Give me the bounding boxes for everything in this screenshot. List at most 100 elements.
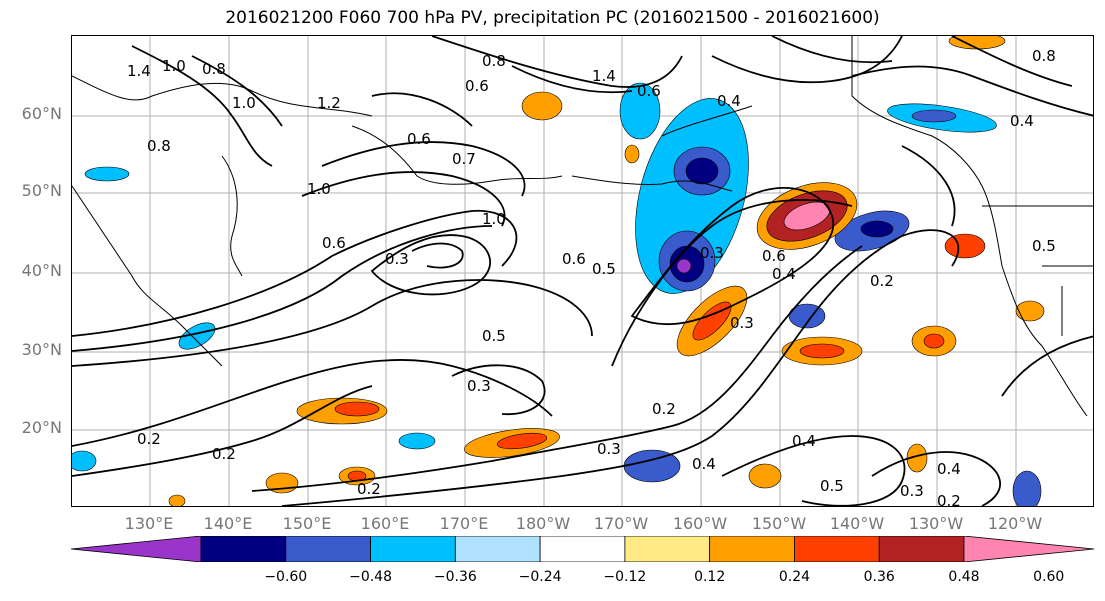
contour-label: 0.3 [900,482,924,500]
contour-label: 1.0 [307,180,331,198]
colorbar-tick-label: 0.36 [863,569,895,585]
precip-blob-neg [1012,470,1042,506]
contour-label: 0.7 [452,150,476,168]
colorbar-tick-label: −0.24 [518,569,562,585]
precip-blob-pos [521,91,563,121]
precip-blob-neg [860,220,894,238]
contour-label: 0.2 [137,430,161,448]
coastlines [72,36,1093,417]
colorbar-tick-label: −0.12 [603,569,647,585]
contour-label: 1.0 [482,210,506,228]
precip-blob-pos [799,343,845,359]
colorbar-cell [285,536,371,562]
lon-label: 150°W [751,514,807,533]
contour-label: 1.4 [592,67,616,85]
map-title: 2016021200 F060 700 hPa PV, precipitatio… [225,8,880,28]
contour-label: 0.2 [212,445,236,463]
contour-label: 0.8 [482,52,506,70]
precip-blob-neg [685,157,719,185]
colorbar-cell [878,536,965,562]
colorbar-tick-label: −0.36 [433,569,477,585]
contour-label: 0.6 [407,130,431,148]
lon-label: 160°E [360,514,410,533]
contour-label: 0.3 [467,377,491,395]
colorbar-cell [200,536,287,562]
contour-label: 0.4 [692,455,716,473]
contour-label: 0.8 [202,60,226,78]
contour-label: 0.2 [937,492,961,507]
lat-label: 40°N [21,261,62,280]
contour-label: 0.4 [772,265,796,283]
lat-label: 50°N [21,181,62,200]
lon-label: 130°W [908,514,964,533]
precip-blob-pos [334,401,380,417]
colorbar-tick-label: 0.60 [1033,569,1065,585]
lon-label: 120°W [987,514,1043,533]
contour-label: 0.6 [465,77,489,95]
contour-label: 0.4 [717,92,741,110]
precipitation-shading [72,36,1045,506]
colorbar-tick-label: −0.60 [264,569,308,585]
contour-label: 0.6 [637,82,661,100]
lon-label: 140°W [829,514,885,533]
precip-blob-neg [72,450,97,472]
contour-label: 0.2 [652,400,676,418]
contour-label: 0.8 [1032,47,1056,65]
lon-label: 130°E [124,514,174,533]
contour-label: 0.2 [870,272,894,290]
precip-blob-neg [178,322,216,350]
contour-label: 0.4 [1010,112,1034,130]
contour-label: 0.4 [792,432,816,450]
contour-label: 1.0 [232,94,256,112]
colorbar-tick-label: 0.12 [694,569,726,585]
precip-blob-neg [911,109,957,123]
precip-blob-pos [496,432,548,450]
contour-label: 0.3 [700,244,724,262]
lon-label: 150°E [282,514,332,533]
contour-label: 1.2 [317,94,341,112]
contour-label: 0.5 [820,477,844,495]
colorbar-cell [794,536,880,562]
contour-label: 1.4 [127,62,151,80]
contour-label: 0.3 [597,440,621,458]
colorbar-extend-low [71,536,202,562]
colorbar-cell [624,536,711,562]
colorbar-tick-label: −0.48 [349,569,392,585]
lon-label: 170°E [439,514,489,533]
colorbar-cell [709,536,795,562]
precip-blob-neg [84,166,130,182]
precip-blob-pos [944,233,986,259]
colorbar-tick-label: 0.48 [948,569,980,585]
colorbar-tick-label: 0.24 [778,569,811,585]
contour-label: 0.8 [147,137,171,155]
colorbar [71,536,1094,562]
lon-label: 140°E [203,514,253,533]
contour-label: 0.3 [730,314,754,332]
precip-blob-neg [619,82,661,140]
lat-label: 60°N [21,104,62,123]
pv-contours [72,36,1093,506]
precip-blob-pos [624,144,640,164]
contour-label: 0.6 [762,247,786,265]
precip-blob-pos [783,201,831,231]
colorbar-cell [454,536,541,562]
precip-blob-pos [168,494,186,506]
lat-label: 20°N [21,418,62,437]
lat-label: 30°N [21,340,62,359]
colorbar-extend-high [963,536,1094,562]
lon-label: 170°W [593,514,649,533]
precip-blob-pos [1015,300,1045,322]
contour-label: 0.3 [385,250,409,268]
contour-labels: 1.4 1.0 0.8 1.0 1.2 0.8 0.6 0.7 1.0 0.6 … [127,47,1056,507]
precip-blob-neg [398,432,436,450]
colorbar-cell [370,536,456,562]
contour-label: 1.0 [162,57,186,75]
precip-blob-neg [676,258,692,274]
contour-label: 0.4 [937,460,961,478]
contour-label: 0.5 [1032,237,1056,255]
contour-label: 0.6 [322,234,346,252]
contour-label: 0.6 [562,250,586,268]
precip-blob-pos [748,463,782,489]
contour-label: 0.5 [482,327,506,345]
map-panel: 1.4 1.0 0.8 1.0 1.2 0.8 0.6 0.7 1.0 0.6 … [71,35,1094,507]
